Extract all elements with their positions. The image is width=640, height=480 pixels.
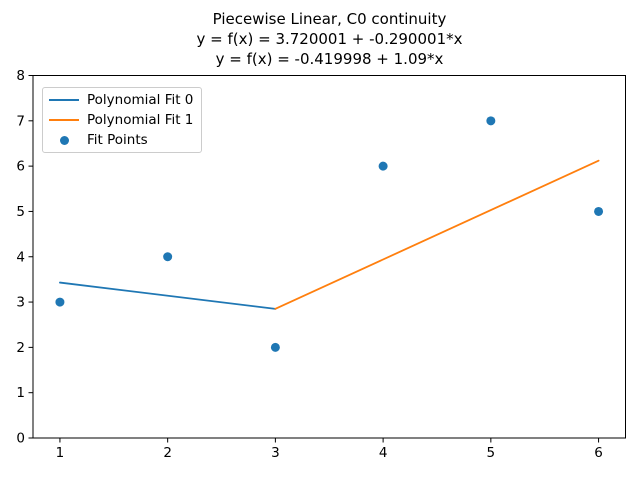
y-tick-label: 0 — [16, 431, 25, 447]
legend-dot-sample — [59, 135, 69, 145]
legend-line-sample-1 — [49, 119, 79, 121]
fit-line-1 — [274, 159, 600, 310]
legend-label-polynomial-fit-1: Polynomial Fit 1 — [87, 112, 194, 128]
x-tick-label: 5 — [487, 445, 496, 461]
y-tick-label: 5 — [16, 204, 25, 220]
fit-point — [486, 116, 496, 126]
y-tick-label: 6 — [16, 159, 25, 175]
legend-swatch-cell — [43, 119, 85, 121]
fit-line-0 — [59, 281, 277, 310]
y-tick-label: 4 — [16, 249, 25, 265]
legend-item-polynomial-fit-0: Polynomial Fit 0 — [43, 90, 201, 110]
fit-point — [594, 206, 604, 216]
chart-title: Piecewise Linear, C0 continuity y = f(x)… — [33, 9, 626, 69]
chart-title-line-2: y = f(x) = 3.720001 + -0.290001*x — [196, 30, 463, 48]
y-tick-label: 8 — [16, 68, 25, 84]
x-tick-label: 2 — [163, 445, 172, 461]
y-tick-label: 2 — [16, 340, 25, 356]
x-tick-label: 1 — [56, 445, 65, 461]
chart-title-line-1: Piecewise Linear, C0 continuity — [212, 10, 447, 28]
legend-swatch-cell — [43, 99, 85, 101]
x-tick-label: 6 — [594, 445, 603, 461]
x-tick-label: 3 — [271, 445, 280, 461]
legend-item-polynomial-fit-1: Polynomial Fit 1 — [43, 110, 201, 130]
fit-point — [163, 252, 173, 262]
y-tick-label: 1 — [16, 385, 25, 401]
legend-box: Polynomial Fit 0 Polynomial Fit 1 Fit Po… — [42, 87, 202, 153]
chart-title-line-3: y = f(x) = -0.419998 + 1.09*x — [215, 50, 444, 68]
legend-line-sample-0 — [49, 99, 79, 101]
legend-item-fit-points: Fit Points — [43, 130, 201, 150]
fit-point — [378, 161, 388, 171]
y-tick-label: 3 — [16, 295, 25, 311]
legend-label-polynomial-fit-0: Polynomial Fit 0 — [87, 92, 194, 108]
legend-swatch-cell — [43, 135, 85, 145]
x-tick-label: 4 — [379, 445, 388, 461]
legend-label-fit-points: Fit Points — [87, 132, 148, 148]
fit-point — [270, 342, 280, 352]
y-tick-label: 7 — [16, 113, 25, 129]
fit-point — [55, 297, 65, 307]
